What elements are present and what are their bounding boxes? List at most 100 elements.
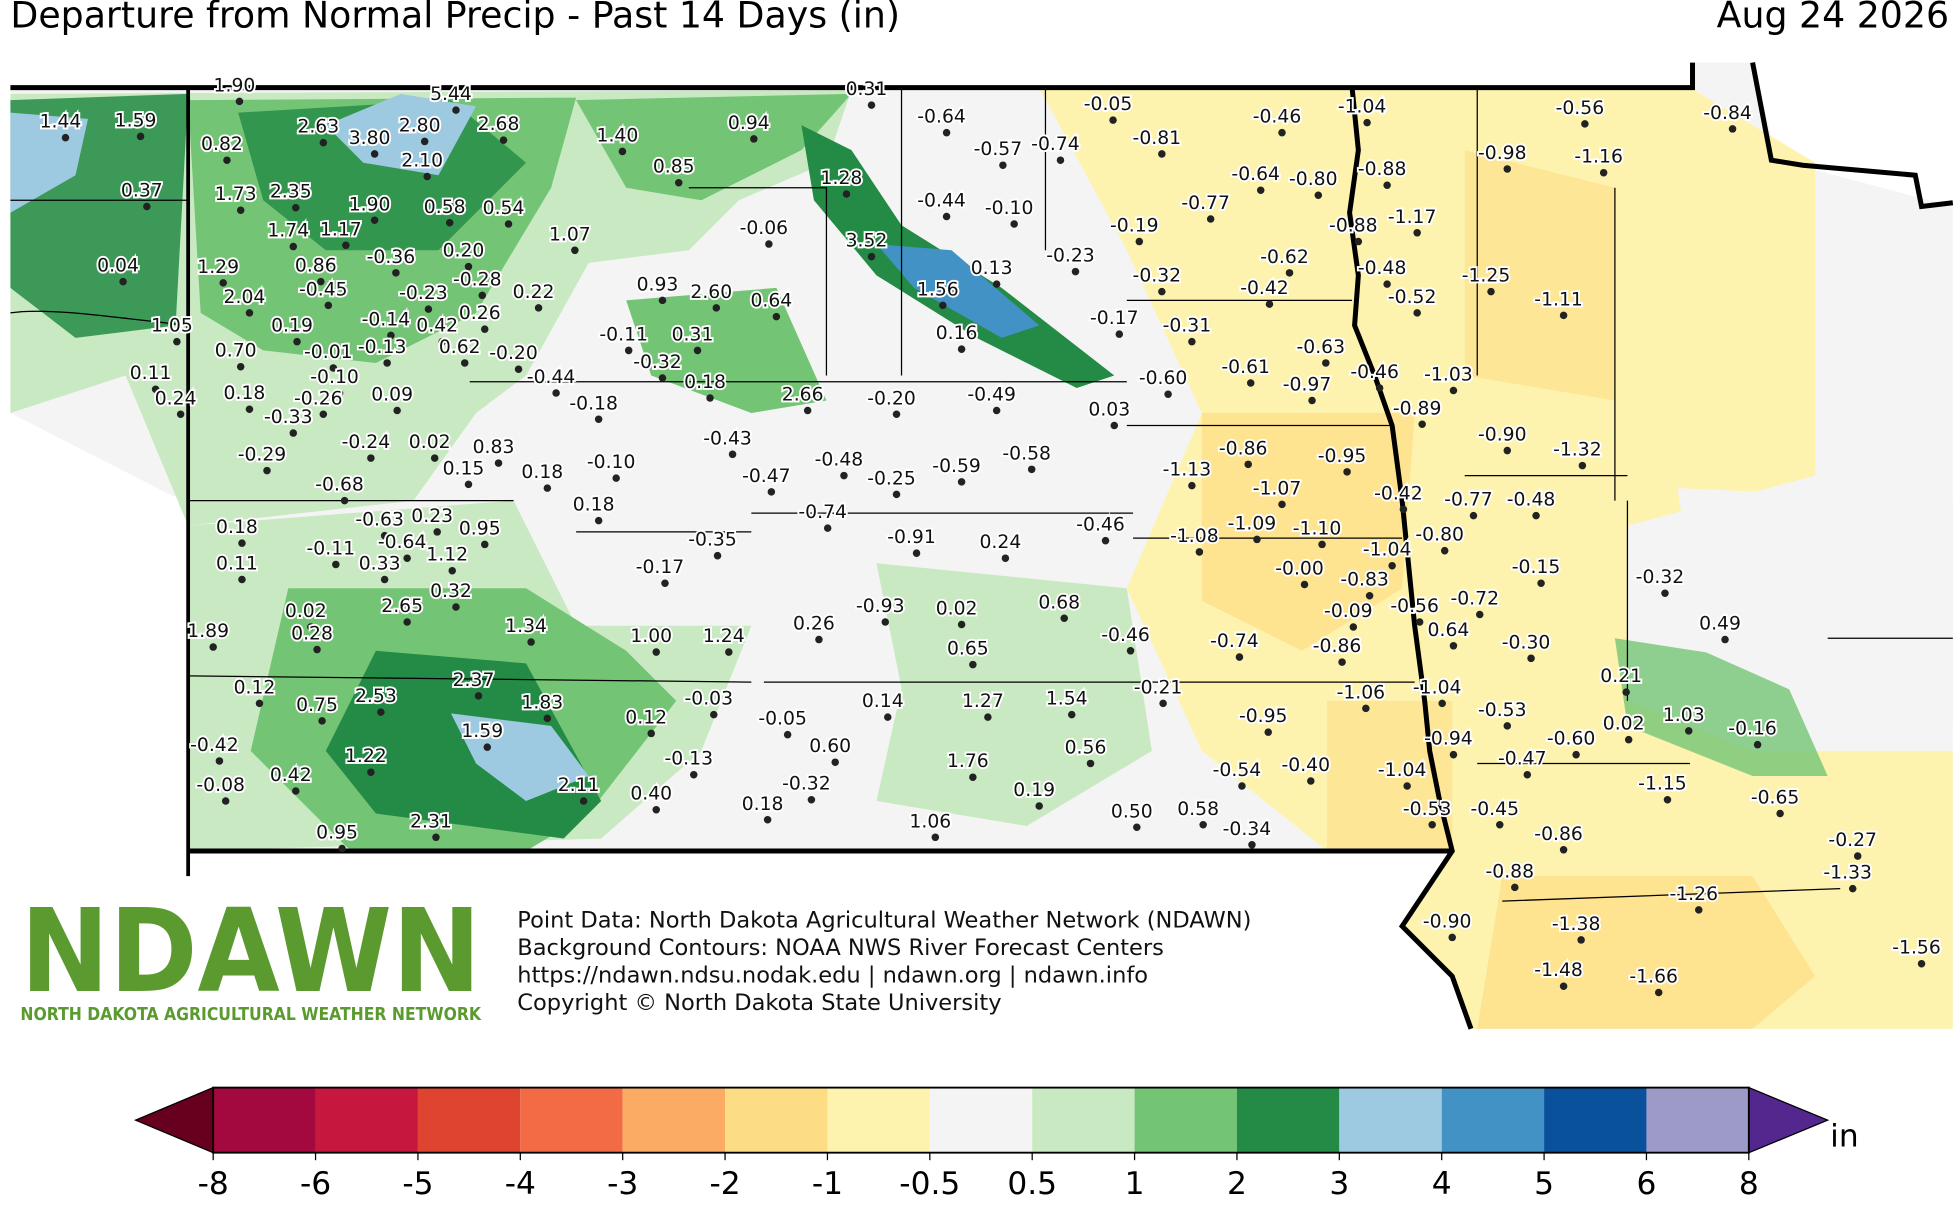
- station-label: -0.17: [1090, 308, 1139, 329]
- station-label: 0.28: [291, 624, 333, 645]
- station-dot: [1475, 610, 1484, 619]
- station-dot: [1559, 982, 1568, 990]
- station-label: -0.10: [587, 452, 636, 473]
- station-dot: [238, 539, 246, 547]
- station-label: -0.57: [974, 139, 1023, 160]
- station-dot: [1418, 420, 1426, 429]
- station-dot: [1383, 181, 1391, 189]
- station-dot: [1503, 446, 1512, 455]
- credit-line: Background Contours: NOAA NWS River Fore…: [517, 935, 1164, 961]
- station-dot: [1559, 846, 1568, 854]
- station-dot: [1663, 795, 1672, 804]
- station-dot: [831, 758, 839, 766]
- station-label: 0.68: [1038, 592, 1080, 613]
- station-label: -0.64: [378, 532, 427, 553]
- title: Departure from Normal Precip - Past 14 D…: [10, 0, 900, 37]
- station-dot: [1415, 618, 1424, 626]
- station-dot: [499, 136, 508, 144]
- station-label: -0.11: [599, 324, 648, 345]
- station-label: 1.22: [345, 746, 387, 767]
- station-label: -0.44: [917, 191, 966, 212]
- station-dot: [292, 204, 300, 212]
- station-label: 2.68: [478, 114, 520, 135]
- station-dot: [1349, 623, 1358, 631]
- colorbar-box: [725, 1087, 828, 1153]
- station-dot: [1581, 120, 1589, 128]
- station-label: 0.12: [625, 707, 667, 728]
- colorbar-tick-label: -0.5: [899, 1166, 960, 1202]
- station-dot: [840, 471, 848, 480]
- station-dot: [1537, 579, 1545, 587]
- station-label: -0.90: [1478, 425, 1527, 446]
- station-label: -0.32: [782, 774, 831, 795]
- station-dot: [1135, 237, 1144, 246]
- station-label: 0.75: [296, 695, 338, 716]
- station-label: -0.35: [688, 530, 737, 551]
- station-label: 5.44: [430, 84, 472, 105]
- station-dot: [612, 474, 620, 482]
- station-label: -0.80: [1415, 525, 1464, 546]
- station-dot: [594, 415, 603, 424]
- station-dot: [338, 844, 346, 853]
- station-label: -0.20: [489, 343, 538, 364]
- station-label: -0.95: [1239, 706, 1288, 727]
- station-label: 0.95: [316, 823, 358, 844]
- station-dot: [151, 385, 160, 393]
- station-dot: [957, 478, 966, 486]
- station-dot: [1721, 635, 1729, 644]
- station-label: 2.35: [270, 182, 312, 203]
- station-dot: [263, 466, 271, 475]
- colorbar-tick-label: 6: [1637, 1166, 1657, 1202]
- station-label: 0.82: [201, 134, 243, 155]
- station-label: 1.28: [821, 168, 863, 189]
- station-label: -1.16: [1574, 147, 1623, 168]
- station-label: 1.12: [426, 545, 468, 566]
- station-label: -0.59: [932, 456, 981, 477]
- station-dot: [319, 410, 328, 419]
- station-dot: [1158, 150, 1166, 158]
- station-dot: [1314, 191, 1323, 199]
- station-label: -1.33: [1823, 863, 1872, 884]
- station-label: 1.07: [549, 224, 591, 245]
- station-label: 1.73: [215, 184, 257, 205]
- station-dot: [912, 549, 921, 557]
- station-label: -0.74: [1031, 134, 1080, 155]
- station-dot: [1449, 750, 1458, 759]
- station-label: -0.97: [1283, 374, 1332, 395]
- colorbar-tick-label: 2: [1227, 1166, 1247, 1202]
- station-label: 0.54: [483, 198, 525, 219]
- station-dot: [438, 337, 446, 346]
- station-dot: [1362, 704, 1370, 713]
- station-dot: [942, 212, 951, 221]
- station-label: -0.89: [1393, 398, 1442, 419]
- station-label: -0.13: [358, 337, 407, 358]
- station-label: 1.06: [909, 811, 951, 832]
- station-label: 0.42: [270, 765, 312, 786]
- station-label: 1.44: [40, 112, 82, 133]
- station-dot: [1354, 237, 1363, 246]
- station-dot: [143, 202, 151, 211]
- credit-line: Point Data: North Dakota Agricultural We…: [517, 907, 1251, 933]
- station-dot: [292, 787, 300, 795]
- station-dot: [1300, 580, 1309, 589]
- station-dot: [984, 713, 992, 721]
- station-label: -0.58: [1002, 443, 1051, 464]
- station-dot: [1060, 614, 1068, 623]
- station-label: -0.05: [758, 709, 807, 730]
- station-dot: [867, 252, 876, 261]
- station-label: 1.00: [630, 626, 672, 647]
- station-label: -1.32: [1553, 440, 1602, 461]
- station-label: -0.60: [1547, 729, 1596, 750]
- station-dot: [61, 133, 70, 142]
- station-dot: [370, 216, 379, 225]
- station-label: 0.18: [573, 495, 615, 516]
- station-dot: [658, 374, 667, 382]
- station-dot: [1199, 821, 1207, 829]
- station-dot: [245, 405, 254, 414]
- colorbar-tick-label: -4: [505, 1166, 536, 1202]
- station-label: -0.01: [304, 342, 353, 363]
- station-dot: [1572, 750, 1580, 759]
- station-label: 1.54: [1046, 689, 1088, 710]
- station-dot: [881, 618, 890, 626]
- station-dot: [367, 768, 375, 776]
